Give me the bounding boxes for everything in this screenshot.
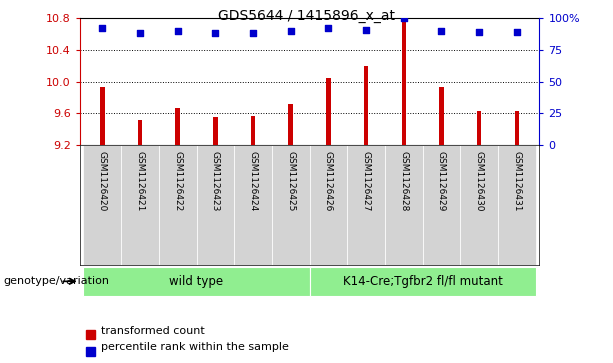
Bar	[477, 111, 481, 145]
Bar	[100, 87, 105, 145]
Text: percentile rank within the sample: percentile rank within the sample	[101, 342, 289, 352]
Text: K14-Cre;Tgfbr2 fl/fl mutant: K14-Cre;Tgfbr2 fl/fl mutant	[343, 275, 503, 288]
Bar	[326, 78, 330, 145]
Bar	[234, 145, 272, 265]
Bar	[402, 20, 406, 145]
Text: GSM1126426: GSM1126426	[324, 151, 333, 212]
Text: GSM1126431: GSM1126431	[512, 151, 521, 212]
Bar	[364, 66, 368, 145]
Bar	[422, 145, 460, 265]
Bar	[121, 145, 159, 265]
Text: GSM1126427: GSM1126427	[362, 151, 371, 212]
Point	[324, 25, 333, 31]
Text: GSM1126423: GSM1126423	[211, 151, 220, 212]
Bar	[213, 117, 218, 145]
Text: genotype/variation: genotype/variation	[3, 276, 109, 286]
Text: GSM1126429: GSM1126429	[437, 151, 446, 212]
Bar	[272, 145, 310, 265]
Bar	[83, 145, 121, 265]
Bar	[498, 145, 536, 265]
Bar	[460, 145, 498, 265]
Text: GSM1126428: GSM1126428	[399, 151, 408, 212]
Point	[248, 30, 258, 36]
Text: GSM1126422: GSM1126422	[173, 151, 182, 211]
Point	[474, 29, 484, 35]
Point	[173, 28, 183, 34]
Bar	[514, 111, 519, 145]
Text: GSM1126421: GSM1126421	[135, 151, 145, 212]
Point	[399, 15, 409, 21]
Bar	[347, 145, 385, 265]
Text: GSM1126420: GSM1126420	[98, 151, 107, 212]
Bar	[439, 87, 444, 145]
Bar	[289, 104, 293, 145]
Point	[210, 30, 220, 36]
Text: wild type: wild type	[169, 275, 224, 288]
Point	[135, 30, 145, 36]
Bar	[83, 266, 310, 296]
Bar	[159, 145, 197, 265]
Text: GSM1126424: GSM1126424	[248, 151, 257, 211]
Bar	[310, 266, 536, 296]
Text: GDS5644 / 1415896_x_at: GDS5644 / 1415896_x_at	[218, 9, 395, 23]
Point	[286, 28, 295, 34]
Text: GSM1126430: GSM1126430	[474, 151, 484, 212]
Point	[512, 29, 522, 35]
Bar	[385, 145, 422, 265]
Bar	[310, 145, 347, 265]
Bar	[197, 145, 234, 265]
Text: transformed count: transformed count	[101, 326, 205, 336]
Point	[361, 27, 371, 33]
Bar	[175, 108, 180, 145]
Bar	[251, 116, 255, 145]
Bar	[138, 120, 142, 145]
Text: GSM1126425: GSM1126425	[286, 151, 295, 212]
Point	[436, 28, 446, 34]
Point	[97, 25, 107, 31]
